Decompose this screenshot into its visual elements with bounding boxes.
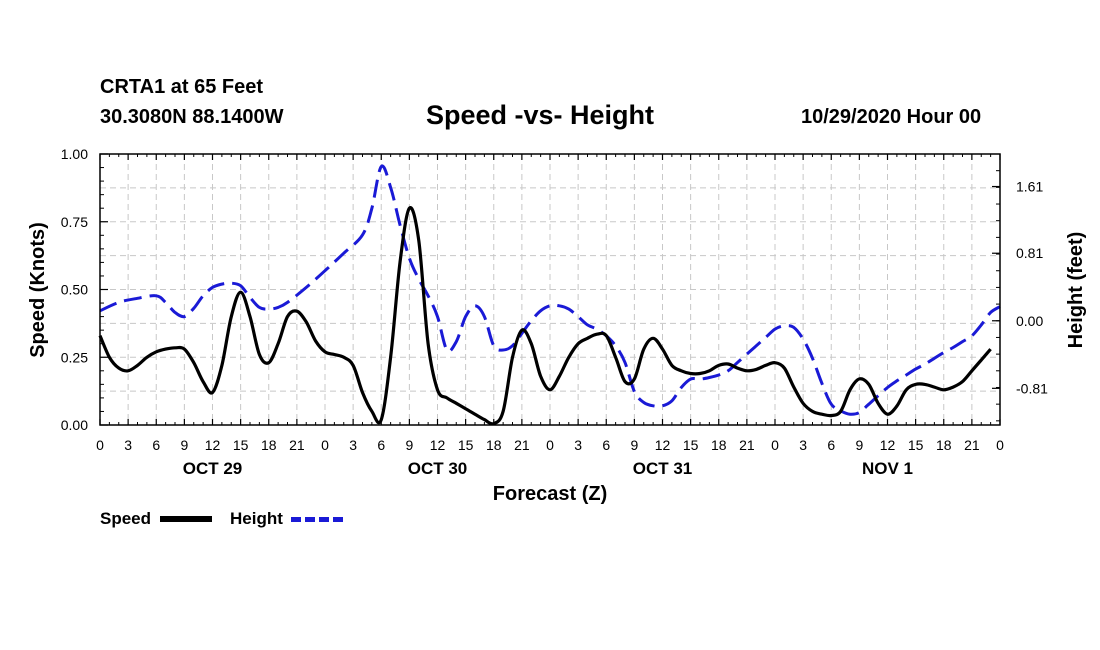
x-tick-label: 0 <box>96 437 104 453</box>
y-left-tick-label: 0.00 <box>61 417 88 433</box>
y-right-tick-label: 1.61 <box>1016 179 1043 195</box>
x-tick-label: 3 <box>124 437 132 453</box>
forecast-datetime: 10/29/2020 Hour 00 <box>801 106 982 128</box>
x-tick-label: 15 <box>233 437 249 453</box>
x-tick-label: 12 <box>205 437 221 453</box>
x-tick-label: 21 <box>289 437 305 453</box>
legend-speed-label: Speed <box>100 509 152 528</box>
date-label: OCT 30 <box>408 459 468 478</box>
x-tick-label: 21 <box>739 437 755 453</box>
x-tick-label: 21 <box>964 437 980 453</box>
x-tick-label: 15 <box>683 437 699 453</box>
x-tick-label: 9 <box>180 437 188 453</box>
x-tick-label: 9 <box>405 437 413 453</box>
x-tick-label: 0 <box>771 437 779 453</box>
x-tick-label: 6 <box>152 437 160 453</box>
legend-height-swatch <box>291 517 343 522</box>
x-tick-label: 12 <box>655 437 671 453</box>
x-tick-label: 21 <box>514 437 530 453</box>
date-label: OCT 31 <box>633 459 693 478</box>
date-label: NOV 1 <box>862 459 913 478</box>
x-tick-label: 0 <box>321 437 329 453</box>
y-left-tick-label: 0.50 <box>61 282 88 298</box>
chart-title: Speed -vs- Height <box>426 100 655 130</box>
station-coordinates: 30.3080N 88.1400W <box>100 106 284 128</box>
series-group <box>98 164 1001 426</box>
x-tick-label: 0 <box>996 437 1004 453</box>
x-tick-label: 9 <box>855 437 863 453</box>
x-tick-label: 3 <box>349 437 357 453</box>
y-left-tick-label: 1.00 <box>61 146 88 162</box>
x-tick-label: 12 <box>430 437 446 453</box>
x-axis-label: Forecast (Z) <box>493 483 607 505</box>
x-tick-label: 3 <box>799 437 807 453</box>
x-tick-label: 6 <box>377 437 385 453</box>
height-series-line <box>99 164 1001 416</box>
x-tick-label: 15 <box>908 437 924 453</box>
axis-ticks: 0 3 6 9 12 15 18 21 0 3 6 9 12 15 18 21 0 3 6 9 12 15 18 21 0 3 6 9… <box>61 146 1048 478</box>
x-tick-label: 15 <box>458 437 474 453</box>
x-tick-label: 9 <box>630 437 638 453</box>
y-axis-left-label: Speed (Knots) <box>27 222 49 358</box>
y-left-tick-label: 0.25 <box>61 349 88 365</box>
grid <box>100 154 1000 425</box>
x-tick-label: 6 <box>602 437 610 453</box>
y-left-tick-label: 0.75 <box>61 214 88 230</box>
date-label: OCT 29 <box>183 459 243 478</box>
speed-series-line <box>98 206 992 426</box>
x-tick-label: 18 <box>486 437 502 453</box>
y-right-tick-label: 0.00 <box>1016 313 1043 329</box>
legend-height-label: Height <box>230 509 283 528</box>
y-right-tick-label: -0.81 <box>1016 380 1048 396</box>
x-tick-label: 0 <box>546 437 554 453</box>
x-tick-label: 18 <box>711 437 727 453</box>
station-name: CRTA1 at 65 Feet <box>100 76 264 98</box>
x-tick-label: 18 <box>261 437 277 453</box>
x-tick-label: 12 <box>880 437 896 453</box>
legend-speed-swatch <box>160 516 212 522</box>
x-tick-label: 18 <box>936 437 952 453</box>
y-axis-right-label: Height (feet) <box>1065 232 1087 349</box>
x-tick-label: 6 <box>827 437 835 453</box>
x-tick-label: 3 <box>574 437 582 453</box>
y-right-tick-label: 0.81 <box>1016 245 1043 261</box>
